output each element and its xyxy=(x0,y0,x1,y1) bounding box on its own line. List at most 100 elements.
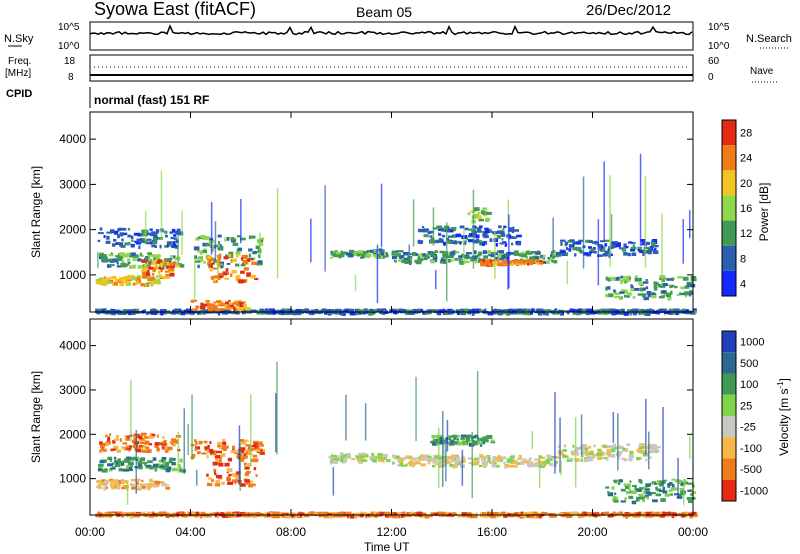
power-cell xyxy=(640,311,644,315)
power-cell xyxy=(478,218,485,222)
power-cell xyxy=(649,245,654,249)
power-cell xyxy=(143,309,147,312)
velocity-streak xyxy=(191,394,193,460)
freq-tick-bottom: 8 xyxy=(68,72,74,83)
power-cell xyxy=(173,231,178,234)
power-cell xyxy=(119,277,125,282)
velocity-cell xyxy=(135,481,139,485)
power-cell xyxy=(640,239,646,243)
power-cell xyxy=(205,243,210,247)
velocity-cell xyxy=(135,435,141,439)
velocity-cell xyxy=(643,486,649,489)
velocity-cell xyxy=(207,444,210,448)
power-cell xyxy=(529,257,532,262)
power-cell xyxy=(669,284,673,289)
velocity-cell xyxy=(112,445,119,450)
velocity-cell xyxy=(138,447,143,450)
power-cell xyxy=(134,309,138,313)
power-cell xyxy=(175,239,179,244)
velocity-cell xyxy=(255,474,258,478)
power-cell xyxy=(151,231,156,235)
power-cell xyxy=(258,262,263,266)
velocity-streak xyxy=(476,371,479,444)
power-streak xyxy=(276,187,279,279)
power-cell xyxy=(253,250,258,254)
power-cell xyxy=(427,251,434,254)
velocity-cell xyxy=(207,482,210,485)
power-cell xyxy=(448,255,454,259)
velocity-cell xyxy=(603,456,608,460)
velocity-cell xyxy=(637,512,642,516)
power-cell xyxy=(620,289,627,294)
velocity-cell xyxy=(566,458,573,462)
velocity-cell xyxy=(146,484,152,489)
velocity-cell xyxy=(98,465,104,469)
velocity-cell xyxy=(244,466,250,470)
velocity-cell xyxy=(623,483,627,487)
power-cell xyxy=(124,263,128,267)
power-colorbar-label: 20 xyxy=(740,178,752,190)
power-cell xyxy=(689,291,693,295)
power-cell xyxy=(207,256,211,259)
velocity-cell xyxy=(490,439,495,443)
power-streak xyxy=(97,251,99,269)
power-cell xyxy=(364,252,370,256)
velocity-cell xyxy=(480,442,486,445)
power-cell xyxy=(623,312,629,316)
power-cell xyxy=(606,277,613,281)
power-cell xyxy=(651,244,655,248)
velocity-cell xyxy=(491,464,497,468)
power-cell xyxy=(602,253,608,257)
power-cell xyxy=(427,252,433,256)
velocity-cell xyxy=(637,449,642,452)
power-cell xyxy=(576,309,582,312)
power-cell xyxy=(483,255,489,259)
power-cell xyxy=(232,242,239,247)
velocity-cell xyxy=(432,440,439,444)
velocity-cell xyxy=(601,444,606,448)
velocity-cell xyxy=(622,447,626,452)
power-cell xyxy=(145,256,150,261)
power-cell xyxy=(363,308,368,313)
velocity-cell xyxy=(678,493,683,497)
velocity-cell xyxy=(605,486,610,489)
velocity-cell xyxy=(419,458,426,461)
velocity-cell xyxy=(527,464,534,468)
power-cell xyxy=(468,239,474,243)
velocity-cell xyxy=(448,443,453,446)
power-cell xyxy=(339,254,345,258)
power-cell xyxy=(228,301,232,305)
power-cell xyxy=(155,257,159,260)
velocity-cell xyxy=(145,466,150,469)
power-ylabel: Slant Range [km] xyxy=(29,166,43,258)
power-cell xyxy=(151,254,156,258)
power-cell xyxy=(119,252,126,257)
power-cell xyxy=(575,241,582,245)
velocity-cell xyxy=(216,474,222,479)
velocity-cell xyxy=(221,481,225,485)
velocity-cell xyxy=(236,471,241,475)
velocity-cell xyxy=(239,453,243,457)
velocity-cell xyxy=(98,463,104,467)
velocity-cell xyxy=(156,434,159,438)
power-cell xyxy=(584,308,590,313)
power-cell xyxy=(546,260,551,264)
power-cell xyxy=(349,311,356,316)
velocity-cell xyxy=(229,511,234,515)
power-cell xyxy=(121,232,128,236)
power-cell xyxy=(155,261,162,264)
velocity-cell xyxy=(139,441,146,445)
velocity-cell xyxy=(665,493,671,496)
velocity-cell xyxy=(477,441,483,445)
power-cell xyxy=(330,252,336,256)
power-cell xyxy=(430,254,434,258)
power-cell xyxy=(645,286,649,290)
power-cell xyxy=(228,309,232,312)
power-cell xyxy=(120,245,126,248)
power-cell xyxy=(454,240,457,243)
velocity-colorbar-label: Velocity [m s-1] xyxy=(776,378,791,456)
velocity-cell xyxy=(430,512,434,516)
velocity-cell xyxy=(171,467,178,472)
velocity-cell xyxy=(141,485,146,489)
